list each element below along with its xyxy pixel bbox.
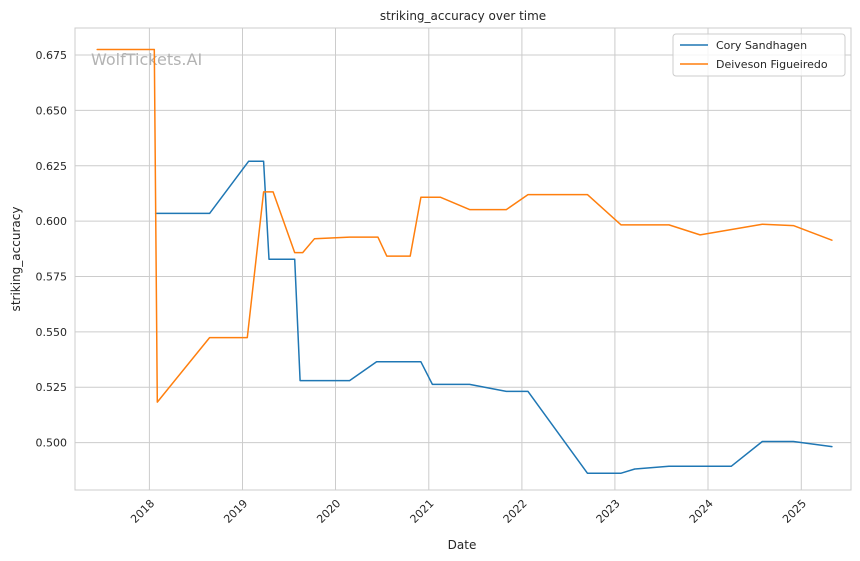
legend-box: [672, 33, 846, 77]
series-line-deiveson-figueiredo: [96, 48, 833, 403]
legend: Cory Sandhagen Deiveson Figueiredo: [672, 33, 846, 77]
y-tick-label: 0.625: [36, 160, 68, 173]
y-axis: 0.500 0.525 0.550 0.575 0.600 0.625 0.650 0.675: [36, 49, 68, 450]
grid-lines: [75, 28, 851, 490]
y-tick-label: 0.675: [36, 49, 68, 62]
y-tick-label: 0.500: [36, 437, 68, 450]
series-line-cory-sandhagen: [154, 160, 833, 474]
legend-label-cory-sandhagen: Cory Sandhagen: [716, 39, 807, 52]
series-lines: [96, 48, 833, 474]
chart-title: striking_accuracy over time: [380, 9, 546, 23]
x-axis-title: Date: [448, 538, 477, 552]
y-tick-label: 0.600: [36, 215, 68, 228]
y-tick-label: 0.575: [36, 271, 68, 284]
y-tick-label: 0.525: [36, 381, 68, 394]
watermark-text: WolfTickets.AI: [91, 50, 202, 69]
y-tick-label: 0.650: [36, 104, 68, 117]
y-axis-title: striking_accuracy: [9, 207, 23, 312]
y-tick-label: 0.550: [36, 326, 68, 339]
legend-label-deiveson-figueiredo: Deiveson Figueiredo: [716, 58, 828, 71]
plot-area: [74, 27, 852, 491]
